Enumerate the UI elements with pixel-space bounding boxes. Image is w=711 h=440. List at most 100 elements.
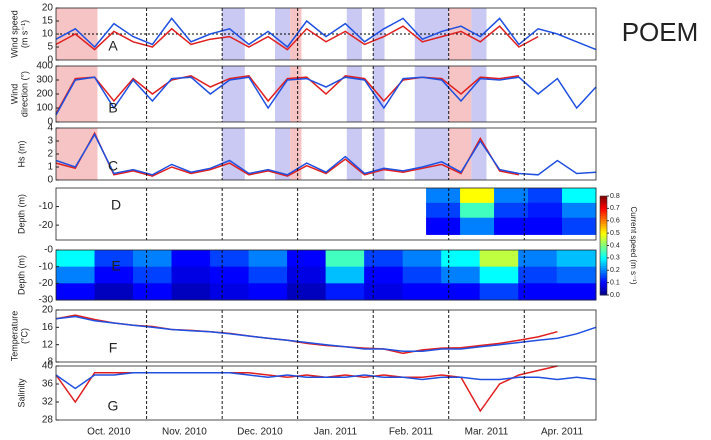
- y-tick-label: 16: [42, 322, 54, 333]
- heatmap-cell: [171, 250, 211, 268]
- shaded-period: [414, 66, 449, 122]
- shaded-period: [373, 8, 385, 60]
- shaded-period: [56, 128, 98, 180]
- y-tick-label: 400: [36, 61, 53, 72]
- colorbar-segment: [600, 198, 607, 202]
- heatmap-cell: [460, 217, 495, 235]
- colorbar-segment: [600, 208, 607, 212]
- heatmap-cell: [364, 250, 404, 268]
- panel-frame: [55, 309, 597, 363]
- y-tick-label: 15: [42, 16, 54, 27]
- colorbar-tick-label: 0.3: [610, 255, 620, 262]
- heatmap-cell: [479, 283, 519, 301]
- colorbar-segment: [600, 275, 607, 279]
- panel-letter: B: [108, 100, 117, 116]
- heatmap-cell: [210, 266, 250, 284]
- colorbar-segment: [600, 287, 607, 291]
- y-axis-label: Depth (m): [16, 255, 26, 295]
- panel-letter: G: [108, 398, 119, 414]
- colorbar-segment: [600, 282, 607, 286]
- panel-frame: [55, 249, 597, 301]
- heatmap-cell: [426, 188, 461, 204]
- heatmap-cell: [562, 188, 597, 204]
- heatmap-cell: [325, 283, 365, 301]
- colorbar-segment: [600, 270, 607, 274]
- heatmap-cell: [94, 266, 134, 284]
- heatmap-cell: [287, 283, 327, 301]
- y-tick-label: -20: [39, 220, 54, 231]
- y-tick-label: 20: [42, 3, 54, 14]
- heatmap-cell: [325, 266, 365, 284]
- y-tick-label: 2: [47, 149, 53, 160]
- colorbar-label: Current speed (m s⁻¹): [629, 206, 638, 284]
- y-tick-label: -0: [44, 245, 53, 256]
- colorbar-segment: [600, 228, 607, 232]
- heatmap-cell: [94, 250, 134, 268]
- panel-letter: C: [108, 158, 118, 174]
- shaded-period: [346, 8, 362, 60]
- heatmap-cell: [494, 217, 529, 235]
- y-tick-label: -10: [39, 201, 54, 212]
- heatmap-cell: [441, 250, 481, 268]
- heatmap-cell: [133, 266, 173, 284]
- heatmap-cell: [556, 266, 597, 284]
- series-line: [55, 76, 597, 116]
- colorbar-segment: [600, 277, 607, 281]
- heatmap-cell: [460, 188, 495, 204]
- colorbar-tick-label: 0.8: [610, 193, 620, 200]
- shaded-period: [275, 128, 291, 180]
- shaded-period: [471, 66, 487, 122]
- colorbar-segment: [600, 215, 607, 219]
- colorbar-segment: [600, 225, 607, 229]
- x-tick-label: Jan. 2011: [314, 427, 358, 438]
- colorbar-segment: [600, 230, 607, 234]
- shaded-period: [222, 66, 245, 122]
- shaded-period: [373, 128, 385, 180]
- y-tick-label: 12: [42, 339, 54, 350]
- colorbar-segment: [600, 213, 607, 217]
- series-line: [55, 25, 539, 51]
- shaded-period: [471, 8, 487, 60]
- shaded-period: [56, 66, 98, 122]
- heatmap-cell: [364, 266, 404, 284]
- y-tick-label: 20: [42, 305, 54, 316]
- heatmap-cell: [479, 250, 519, 268]
- colorbar-tick-label: 0.2: [610, 267, 620, 274]
- shaded-period: [222, 128, 245, 180]
- x-tick-label: Mar. 2011: [465, 427, 509, 438]
- heatmap-cell: [528, 188, 563, 204]
- heatmap-cell: [133, 250, 173, 268]
- heatmap-cell: [248, 250, 288, 268]
- heatmap-cell: [248, 266, 288, 284]
- colorbar-segment: [600, 280, 607, 284]
- y-axis-label: Wind: [9, 84, 19, 105]
- heatmap-cell: [133, 283, 173, 301]
- shaded-period: [346, 128, 362, 180]
- shaded-period: [414, 8, 449, 60]
- heatmap-cell: [494, 188, 529, 204]
- shaded-period: [471, 128, 487, 180]
- y-tick-label: -10: [39, 261, 54, 272]
- colorbar-segment: [600, 290, 607, 294]
- y-axis-label: Hs (m): [16, 141, 26, 168]
- panel-letter: D: [111, 197, 121, 213]
- x-tick-label: Apr. 2011: [541, 427, 584, 438]
- heatmap-cell: [56, 250, 96, 268]
- heatmap-cell: [494, 202, 529, 219]
- heatmap-cell: [248, 283, 288, 301]
- heatmap-cell: [441, 266, 481, 284]
- colorbar-segment: [600, 250, 607, 254]
- y-axis-label: Temperature: [9, 311, 19, 362]
- y-tick-label: -30: [39, 295, 54, 306]
- colorbar-tick-label: 0.5: [610, 230, 620, 237]
- series-line: [55, 132, 597, 176]
- colorbar-segment: [600, 262, 607, 266]
- series-line: [55, 315, 597, 352]
- shaded-period: [414, 128, 449, 180]
- colorbar-segment: [600, 235, 607, 239]
- shaded-period: [290, 128, 302, 180]
- colorbar-segment: [600, 196, 607, 199]
- heatmap-cell: [171, 266, 211, 284]
- heatmap-cell: [402, 250, 442, 268]
